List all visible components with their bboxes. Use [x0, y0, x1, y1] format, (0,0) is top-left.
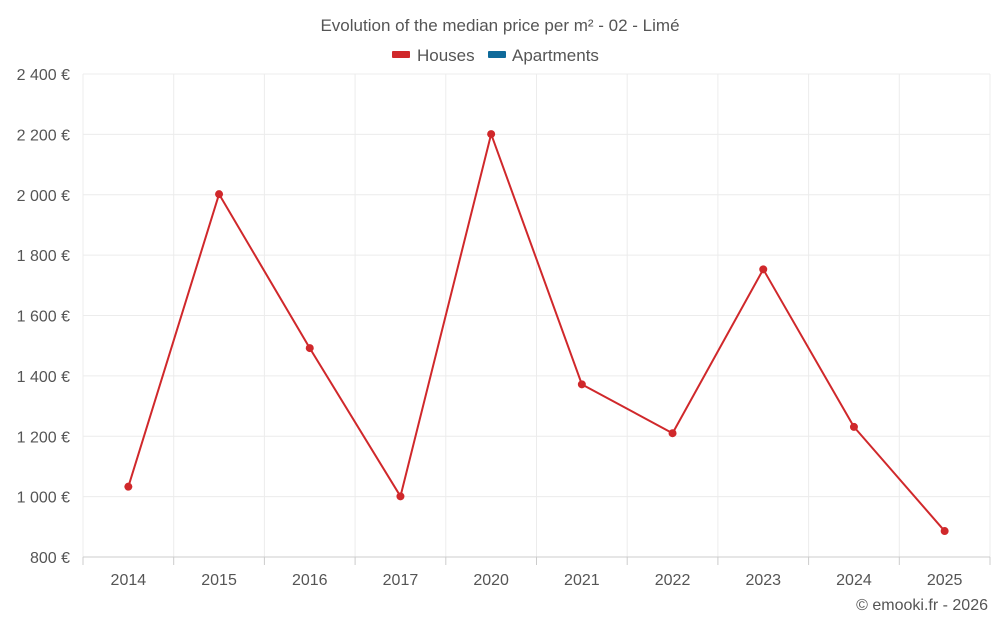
legend: Houses Apartments — [392, 46, 599, 65]
data-point-2023[interactable] — [759, 265, 768, 274]
y-tick-label: 1 400 € — [17, 369, 70, 386]
y-tick-label: 2 000 € — [17, 188, 70, 205]
data-point-2022[interactable] — [668, 429, 677, 438]
data-point-2016[interactable] — [305, 344, 314, 353]
data-point-2021[interactable] — [577, 380, 586, 389]
legend-swatch-apartments — [488, 51, 506, 58]
data-point-2025[interactable] — [940, 527, 949, 536]
x-tick-label: 2023 — [745, 572, 781, 589]
credit-text: © emooki.fr - 2026 — [856, 597, 988, 614]
x-tick-label: 2024 — [836, 572, 872, 589]
x-tick-label: 2022 — [655, 572, 691, 589]
y-tick-label: 1 200 € — [17, 429, 70, 446]
x-tick-label: 2025 — [927, 572, 963, 589]
legend-label-apartments: Apartments — [512, 46, 599, 65]
axes: 800 € 1 000 € 1 200 € 1 400 € 1 600 € 1 800 €… — [17, 67, 991, 589]
x-tick-label: 2020 — [473, 572, 509, 589]
x-tick-label: 2017 — [383, 572, 419, 589]
x-tick-label: 2021 — [564, 572, 600, 589]
data-point-2024[interactable] — [849, 422, 858, 431]
legend-swatch-houses — [392, 51, 410, 58]
legend-label-houses: Houses — [417, 46, 475, 65]
x-tick-label: 2014 — [111, 572, 147, 589]
y-tick-label: 1 600 € — [17, 309, 70, 326]
legend-item-houses[interactable]: Houses — [392, 46, 475, 65]
data-point-2020[interactable] — [487, 130, 496, 139]
chart-title: Evolution of the median price per m² - 0… — [320, 16, 679, 35]
data-point-2014[interactable] — [124, 482, 133, 491]
grid — [82, 73, 991, 557]
y-tick-label: 2 200 € — [17, 127, 70, 144]
y-tick-label: 1 800 € — [17, 248, 70, 265]
y-tick-label: 2 400 € — [17, 67, 70, 84]
y-tick-label: 1 000 € — [17, 490, 70, 507]
data-point-2015[interactable] — [215, 190, 224, 199]
legend-item-apartments[interactable]: Apartments — [488, 46, 599, 65]
x-tick-label: 2016 — [292, 572, 328, 589]
series-houses — [124, 130, 949, 536]
y-tick-label: 800 € — [30, 550, 70, 567]
data-point-2017[interactable] — [396, 492, 405, 501]
series-line-houses — [127, 133, 946, 532]
x-tick-label: 2015 — [201, 572, 237, 589]
